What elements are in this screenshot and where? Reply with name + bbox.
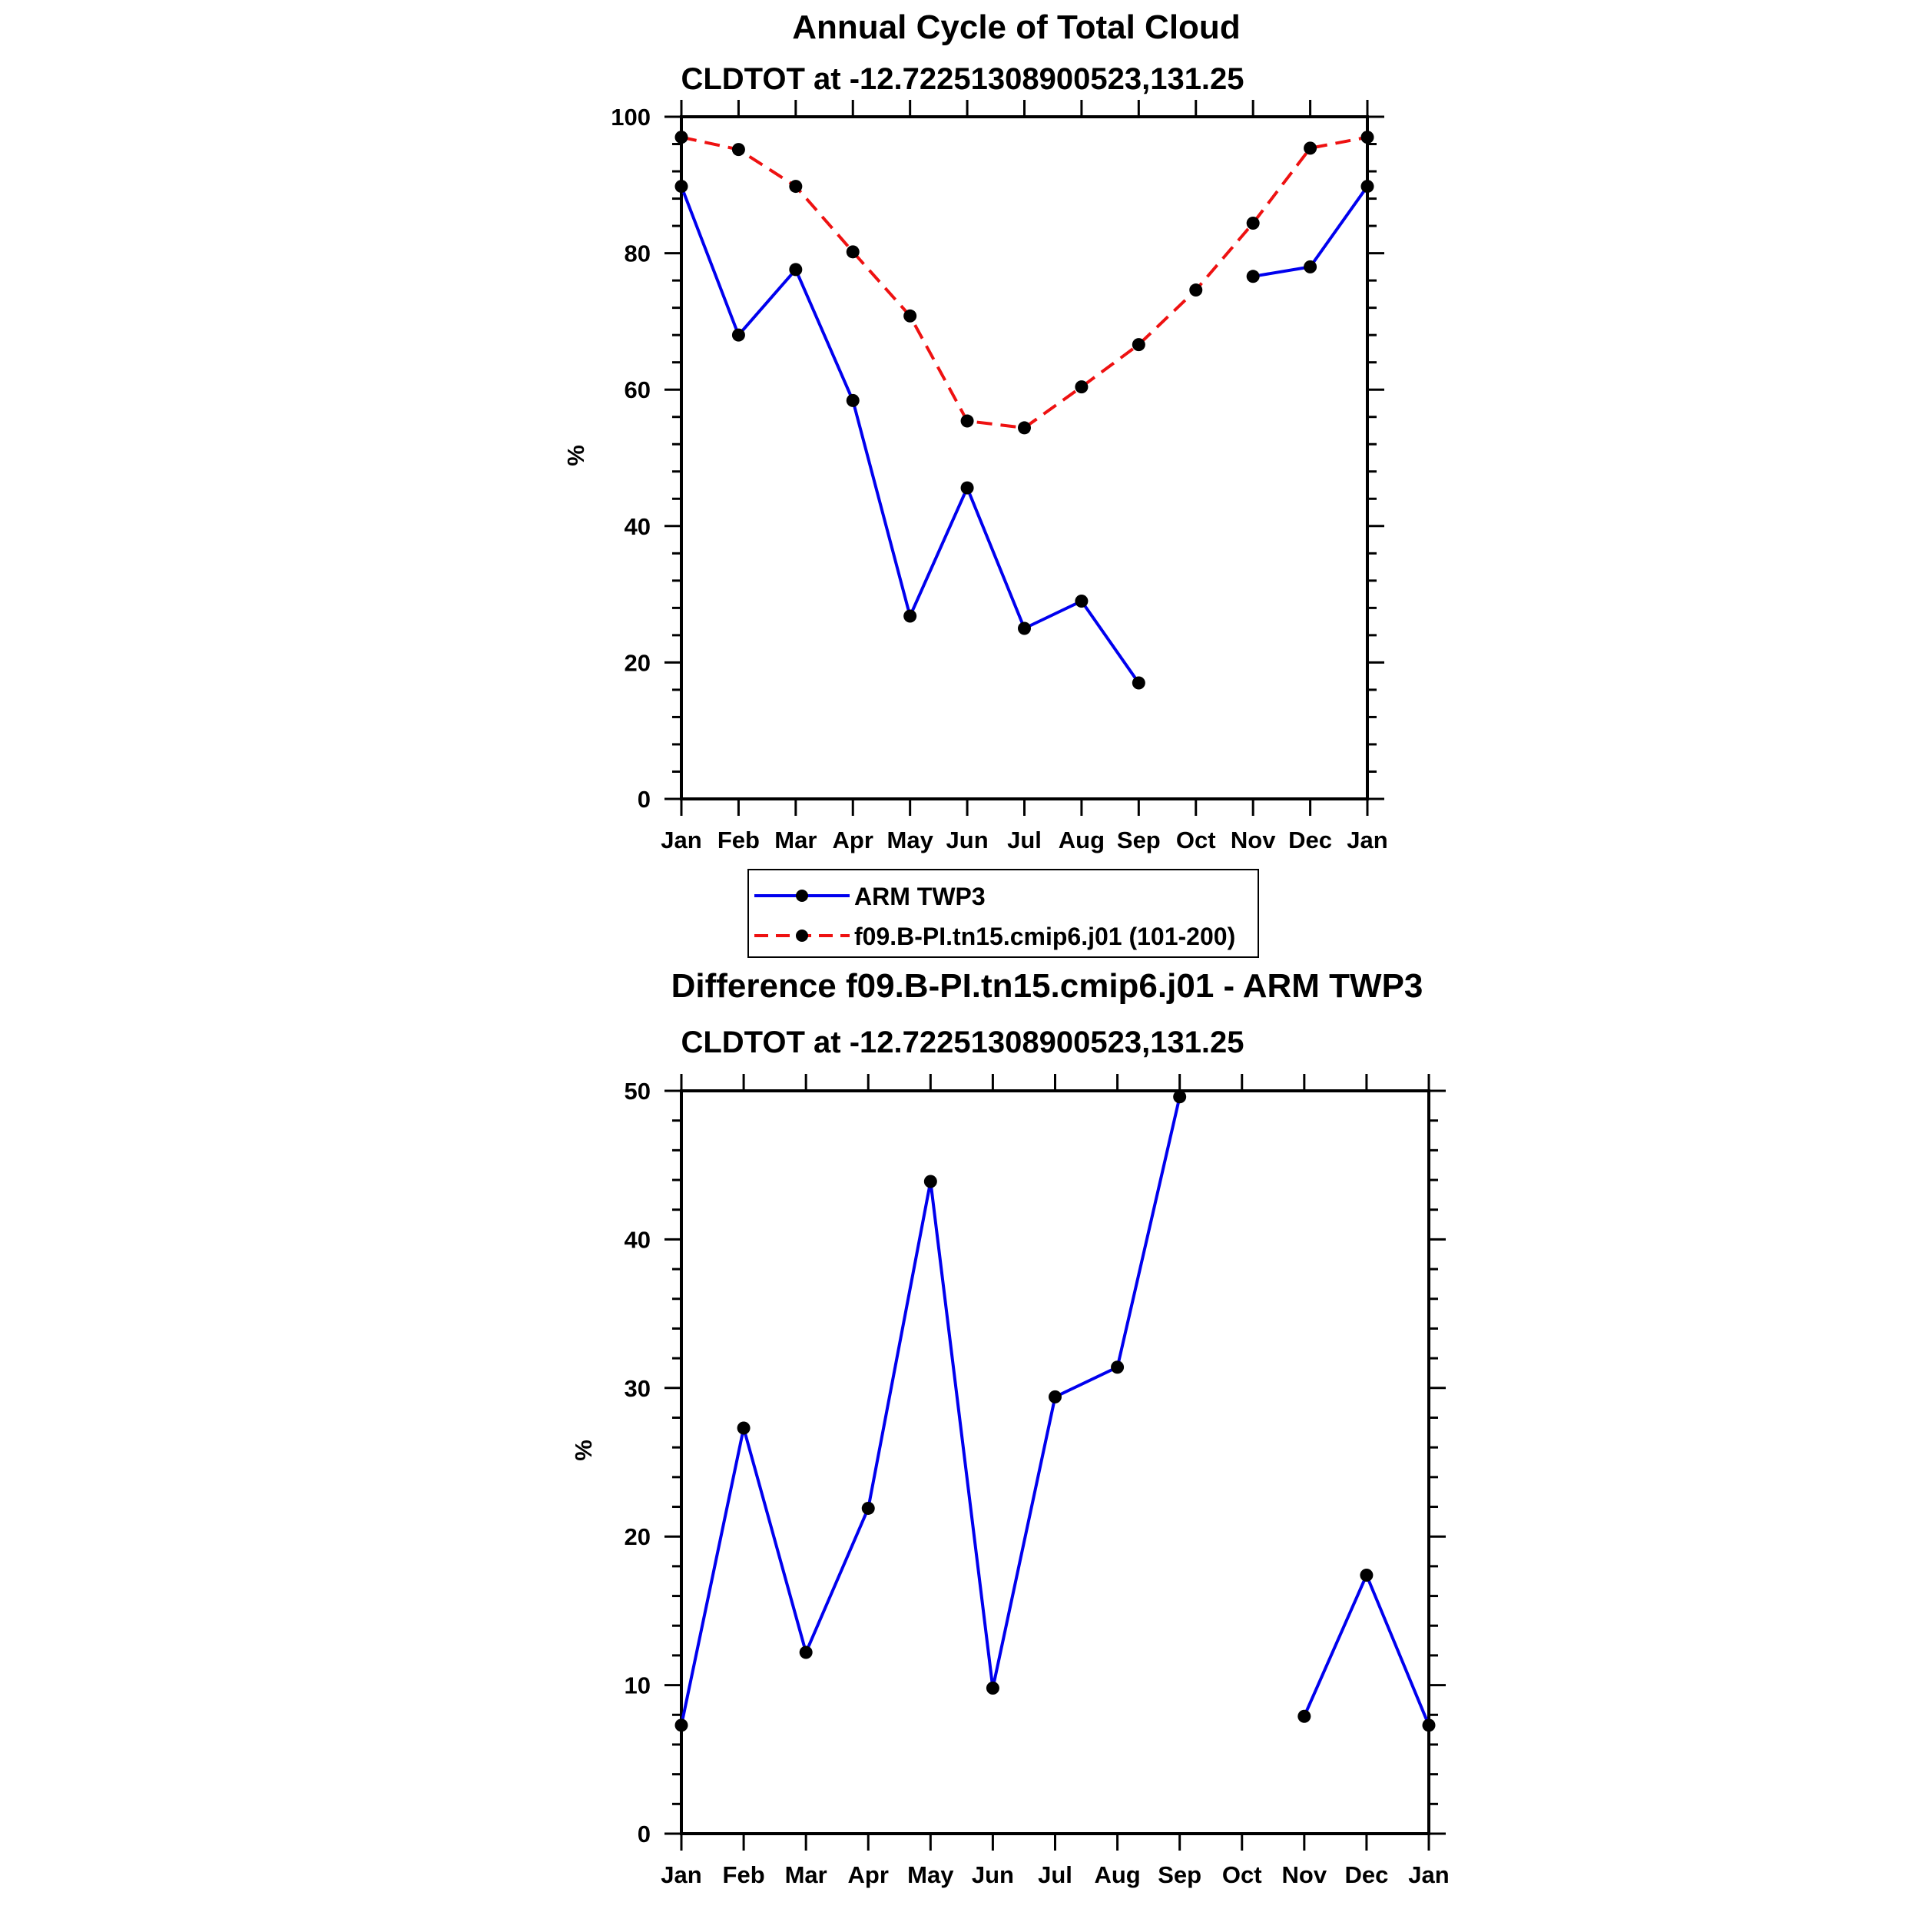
x-tick-label: Sep	[1117, 827, 1161, 853]
data-point-arm-twp3	[1132, 676, 1145, 690]
y-tick-label: 60	[625, 376, 651, 403]
x-tick-label: Oct	[1176, 827, 1216, 853]
data-point-arm-twp3	[1360, 180, 1374, 194]
plot-area-difference: 0 10 20 30 40 50 Jan Feb Mar Apr May Jun Jul Aug Sep Oc…	[625, 1074, 1450, 1888]
x-tick-label: Aug	[1059, 827, 1105, 853]
data-point-arm-twp3	[903, 609, 917, 623]
y-tick-label: 20	[625, 1523, 651, 1550]
data-point-difference	[1111, 1360, 1125, 1374]
legend-label-arm-twp3: ARM TWP3	[854, 883, 986, 910]
data-point-arm-twp3	[731, 328, 745, 342]
x-tick-label: Dec	[1344, 1861, 1388, 1888]
x-tick-label: May	[907, 1861, 954, 1888]
x-tick-label: Jan	[1408, 1861, 1449, 1888]
series-line-arm-twp3	[680, 185, 1140, 684]
data-point-arm-twp3	[960, 481, 974, 495]
data-point-f09-b-pi-tn15-cmip6-j01-101-200	[1360, 131, 1374, 144]
series-line-difference	[1303, 1573, 1430, 1726]
data-point-arm-twp3	[1075, 594, 1089, 608]
data-point-f09-b-pi-tn15-cmip6-j01-101-200	[846, 245, 860, 259]
x-tick-label: Feb	[723, 1861, 765, 1888]
y-tick-label: 80	[625, 240, 651, 267]
data-point-f09-b-pi-tn15-cmip6-j01-101-200	[1018, 421, 1031, 435]
data-point-difference	[674, 1718, 688, 1732]
data-point-difference	[737, 1421, 751, 1435]
legend-marker-model	[796, 930, 808, 942]
data-point-difference	[861, 1501, 875, 1515]
x-tick-label: Mar	[774, 827, 817, 853]
data-point-f09-b-pi-tn15-cmip6-j01-101-200	[674, 131, 688, 144]
x-tick-label: Jan	[1347, 827, 1387, 853]
difference-panel: Difference f09.B-PI.tn15.cmip6.j01 - ARM…	[570, 967, 1450, 1888]
x-tick-label: Jun	[946, 827, 989, 853]
x-tick-label: Apr	[833, 827, 873, 853]
data-point-difference	[1297, 1709, 1311, 1723]
plot-frame	[680, 1089, 1430, 1835]
x-tick-label: Nov	[1282, 1861, 1327, 1888]
y-tick-label: 10	[625, 1672, 651, 1699]
y-tick-label: 30	[625, 1375, 651, 1402]
data-point-difference	[1360, 1568, 1374, 1582]
y-tick-label: 40	[625, 1226, 651, 1253]
data-point-f09-b-pi-tn15-cmip6-j01-101-200	[960, 414, 974, 428]
chart-title: Difference f09.B-PI.tn15.cmip6.j01 - ARM…	[671, 967, 1423, 1005]
plot-area-annual-cycle: 0 20 40 60 80 100 Jan Feb Mar Apr May Jun Jul Aug Sep O…	[611, 100, 1388, 853]
x-tick-label: Feb	[717, 827, 760, 853]
data-point-f09-b-pi-tn15-cmip6-j01-101-200	[1304, 141, 1317, 155]
y-tick-label: 40	[625, 513, 651, 540]
annual-cycle-panel: Annual Cycle of Total Cloud CLDTOT at -1…	[562, 8, 1388, 853]
x-tick-label: Jan	[661, 827, 701, 853]
y-tick-label: 0	[638, 786, 651, 813]
chart-title: Annual Cycle of Total Cloud	[792, 8, 1240, 46]
x-tick-label: Jan	[661, 1861, 701, 1888]
data-point-f09-b-pi-tn15-cmip6-j01-101-200	[789, 180, 803, 194]
legend: ARM TWP3 f09.B-PI.tn15.cmip6.j01 (101-20…	[747, 869, 1259, 958]
x-tick-label: May	[887, 827, 934, 853]
data-point-f09-b-pi-tn15-cmip6-j01-101-200	[1246, 217, 1260, 230]
series-line-difference	[680, 1096, 1181, 1726]
data-point-arm-twp3	[1304, 260, 1317, 273]
x-tick-label: Aug	[1094, 1861, 1140, 1888]
chart-subtitle: CLDTOT at -12.72251308900523,131.25	[681, 1026, 1244, 1059]
data-point-f09-b-pi-tn15-cmip6-j01-101-200	[1075, 380, 1089, 394]
data-point-arm-twp3	[789, 263, 803, 277]
data-point-arm-twp3	[1018, 621, 1031, 635]
data-point-arm-twp3	[846, 393, 860, 407]
x-tick-label: Jul	[1038, 1861, 1072, 1888]
data-point-f09-b-pi-tn15-cmip6-j01-101-200	[903, 309, 917, 323]
data-point-f09-b-pi-tn15-cmip6-j01-101-200	[731, 143, 745, 157]
legend-label-model: f09.B-PI.tn15.cmip6.j01 (101-200)	[854, 923, 1235, 950]
data-point-f09-b-pi-tn15-cmip6-j01-101-200	[1189, 283, 1203, 297]
data-point-difference	[986, 1681, 999, 1695]
x-tick-label: Mar	[785, 1861, 827, 1888]
y-tick-label: 0	[638, 1821, 651, 1847]
plot-frame	[680, 115, 1369, 800]
data-point-arm-twp3	[674, 180, 688, 194]
x-tick-label: Jun	[972, 1861, 1014, 1888]
data-point-difference	[1422, 1718, 1436, 1732]
x-tick-label: Sep	[1158, 1861, 1201, 1888]
x-tick-label: Jul	[1007, 827, 1042, 853]
x-tick-label: Apr	[848, 1861, 889, 1888]
y-tick-label: 50	[625, 1078, 651, 1105]
x-tick-label: Nov	[1231, 827, 1276, 853]
data-point-difference	[1173, 1090, 1187, 1104]
y-tick-label: 100	[611, 104, 651, 131]
data-point-difference	[923, 1175, 937, 1188]
chart-subtitle: CLDTOT at -12.72251308900523,131.25	[681, 62, 1244, 96]
data-point-arm-twp3	[1246, 270, 1260, 283]
legend-marker-arm-twp3	[796, 890, 808, 902]
x-tick-label: Oct	[1222, 1861, 1262, 1888]
y-axis-label: %	[562, 445, 589, 466]
data-point-difference	[1049, 1390, 1062, 1403]
y-tick-label: 20	[625, 649, 651, 676]
legend-box	[747, 869, 1259, 958]
y-axis-label: %	[570, 1440, 597, 1461]
data-point-difference	[799, 1645, 813, 1659]
x-tick-label: Dec	[1288, 827, 1332, 853]
data-point-f09-b-pi-tn15-cmip6-j01-101-200	[1132, 338, 1145, 352]
